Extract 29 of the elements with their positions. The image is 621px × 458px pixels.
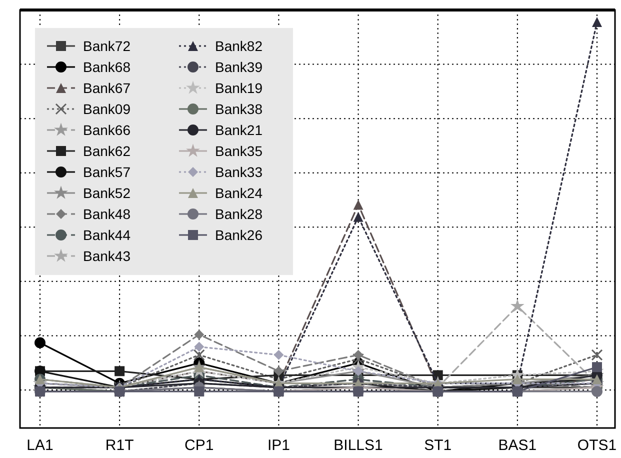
- legend-label: Bank43: [83, 248, 131, 264]
- x-tick-label: LA1: [26, 437, 54, 454]
- x-tick-label: CP1: [184, 437, 214, 454]
- legend-label: Bank66: [83, 122, 131, 138]
- legend-label: Bank72: [83, 38, 131, 54]
- legend-label: Bank26: [215, 227, 263, 243]
- legend-label: Bank67: [83, 80, 131, 96]
- legend-label: Bank57: [83, 164, 131, 180]
- legend-label: Bank38: [215, 101, 263, 117]
- legend-label: Bank24: [215, 185, 263, 201]
- legend-label: Bank62: [83, 143, 131, 159]
- legend-label: Bank48: [83, 206, 131, 222]
- legend-label: Bank52: [83, 185, 131, 201]
- legend-label: Bank09: [83, 101, 131, 117]
- legend-label: Bank28: [215, 206, 263, 222]
- legend-label: Bank35: [215, 143, 263, 159]
- legend-label: Bank44: [83, 227, 131, 243]
- legend-label: Bank39: [215, 59, 263, 75]
- legend-label: Bank33: [215, 164, 263, 180]
- x-tick-label: BAS1: [498, 437, 537, 454]
- legend-label: Bank19: [215, 80, 263, 96]
- legend-label: Bank21: [215, 122, 263, 138]
- x-tick-label: R1T: [105, 437, 134, 454]
- x-tick-label: BILLS1: [334, 437, 383, 454]
- legend-label: Bank82: [215, 38, 263, 54]
- x-tick-label: OTS1: [577, 437, 617, 454]
- x-tick-label: ST1: [424, 437, 452, 454]
- legend-label: Bank68: [83, 59, 131, 75]
- x-tick-label: IP1: [267, 437, 290, 454]
